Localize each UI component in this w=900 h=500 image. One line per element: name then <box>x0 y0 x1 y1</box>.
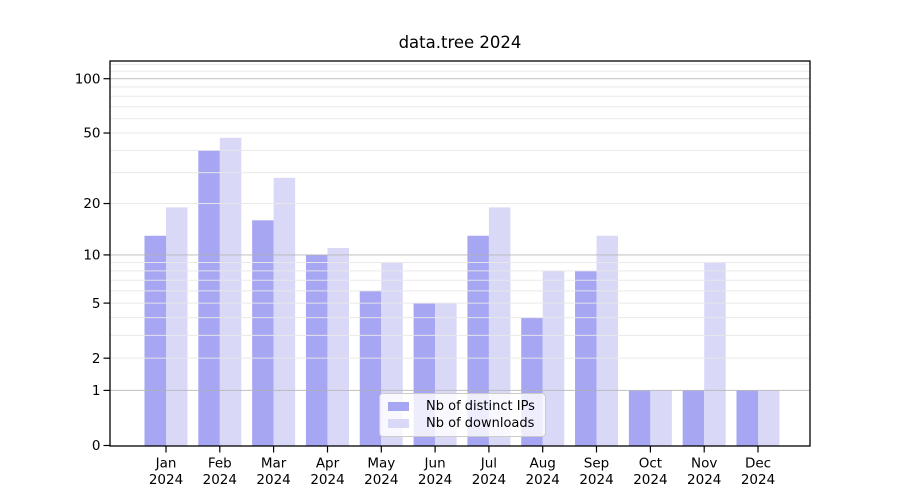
bar-nb-of-downloads-nov <box>704 262 726 446</box>
bar-nb-of-downloads-mar <box>273 177 296 446</box>
chart-title: data.tree 2024 <box>398 33 522 52</box>
bar-nb-of-downloads-jan <box>166 207 188 446</box>
legend-label-distinct-ips: Nb of distinct IPs <box>426 399 535 414</box>
bar-nb-of-distinct-ips-mar <box>252 220 274 446</box>
x-tick-label-month: Aug <box>530 456 556 472</box>
y-tick-label: 0 <box>92 438 101 454</box>
bar-nb-of-downloads-apr <box>327 248 349 446</box>
bar-nb-of-downloads-dec <box>758 390 780 446</box>
legend: Nb of distinct IPs Nb of downloads <box>379 393 546 437</box>
x-tick-label-month: Mar <box>261 456 287 472</box>
x-tick-label-month: Jul <box>480 456 497 472</box>
bar-nb-of-downloads-jul <box>488 207 511 446</box>
x-tick-label-year: 2024 <box>203 472 237 488</box>
legend-swatch-downloads <box>388 419 409 428</box>
bar-nb-of-distinct-ips-jan <box>144 235 166 446</box>
y-tick-label: 1 <box>92 383 101 399</box>
x-tick-label-year: 2024 <box>472 472 506 488</box>
bar-nb-of-distinct-ips-feb <box>198 150 220 447</box>
bar-nb-of-distinct-ips-may <box>359 290 382 446</box>
y-tick-label: 50 <box>83 126 100 142</box>
legend-label-downloads: Nb of downloads <box>426 416 535 431</box>
x-tick-label-year: 2024 <box>579 472 613 488</box>
x-tick-label-year: 2024 <box>149 472 183 488</box>
bar-nb-of-downloads-feb <box>219 137 242 446</box>
x-tick-label-year: 2024 <box>633 472 667 488</box>
x-tick-label-year: 2024 <box>364 472 398 488</box>
bar-nb-of-distinct-ips-dec <box>736 390 758 446</box>
x-tick-label-month: Apr <box>316 456 340 472</box>
y-tick-label: 20 <box>83 196 100 212</box>
bar-nb-of-downloads-oct <box>650 390 672 446</box>
x-tick-label-year: 2024 <box>310 472 344 488</box>
legend-item-distinct-ips: Nb of distinct IPs <box>388 400 537 413</box>
x-tick-label-month: Jan <box>155 456 177 472</box>
bar-nb-of-distinct-ips-nov <box>682 390 705 446</box>
x-tick-label-month: Jun <box>424 456 446 472</box>
legend-swatch-distinct-ips <box>388 402 409 411</box>
bar-nb-of-downloads-sep <box>596 235 619 446</box>
x-tick-label-year: 2024 <box>741 472 775 488</box>
legend-item-downloads: Nb of downloads <box>388 417 537 430</box>
x-tick-label-month: May <box>367 456 395 472</box>
x-tick-label-year: 2024 <box>418 472 452 488</box>
x-tick-label-year: 2024 <box>256 472 290 488</box>
y-tick-label: 100 <box>75 71 101 87</box>
x-tick-label-month: Feb <box>208 456 232 472</box>
x-tick-label-month: Nov <box>691 456 717 472</box>
x-tick-label-month: Oct <box>639 456 662 472</box>
y-tick-label: 2 <box>92 351 101 367</box>
bar-nb-of-distinct-ips-oct <box>628 390 651 446</box>
x-tick-label-month: Sep <box>584 456 609 472</box>
plot-border <box>109 60 811 447</box>
x-tick-label-year: 2024 <box>687 472 721 488</box>
x-tick-label-month: Dec <box>745 456 771 472</box>
x-tick-label-year: 2024 <box>526 472 560 488</box>
y-tick-label: 10 <box>83 248 100 264</box>
y-tick-label: 5 <box>92 296 101 312</box>
bar-nb-of-distinct-ips-apr <box>305 254 328 446</box>
